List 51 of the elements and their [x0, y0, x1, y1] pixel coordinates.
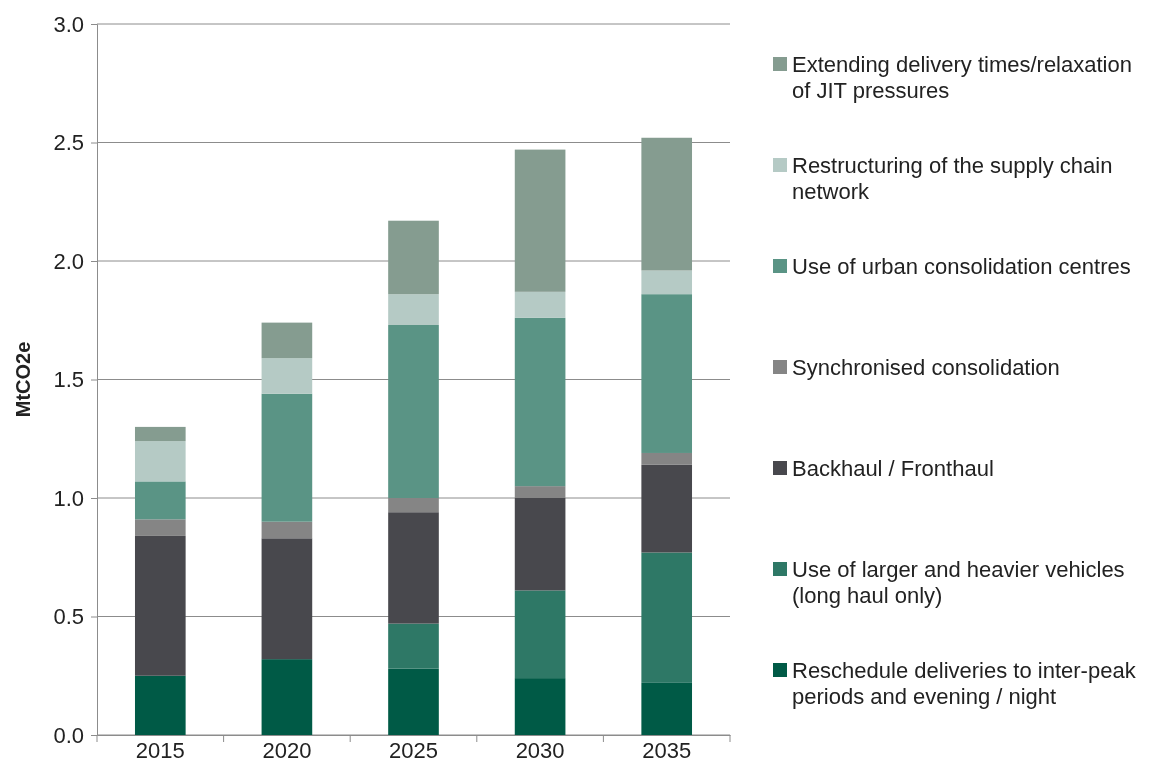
bar [388, 512, 439, 624]
bar [261, 659, 313, 735]
bar [134, 481, 186, 520]
y-tick-label: 1.5 [53, 367, 84, 393]
x-tick-label: 2035 [642, 737, 692, 763]
bar [261, 358, 313, 394]
x-tick-label: 2020 [262, 737, 312, 763]
y-tick-label: 3.0 [53, 11, 84, 37]
bar [641, 452, 693, 465]
bar [641, 270, 693, 295]
legend-label: Restructuring of the supply chain network [792, 153, 1113, 204]
bar [388, 220, 439, 295]
bar [641, 682, 693, 735]
bar [261, 322, 313, 359]
bar [514, 149, 566, 292]
bar [514, 291, 566, 318]
bar [388, 294, 439, 325]
bar [388, 324, 439, 498]
y-tick-label: 0.0 [53, 722, 84, 748]
bar [134, 441, 186, 482]
bar [641, 137, 693, 271]
y-tick-label: 2.0 [53, 248, 84, 274]
y-tick-label: 2.5 [53, 130, 84, 156]
x-tick-label: 2015 [135, 737, 185, 763]
x-tick-label: 2030 [515, 737, 565, 763]
bar [134, 519, 186, 536]
bar [641, 552, 693, 683]
bar [514, 678, 566, 735]
legend-label: Use of urban consolidation centres [792, 254, 1131, 279]
bar [261, 521, 313, 539]
x-tick-label: 2025 [389, 737, 438, 763]
y-tick-label: 1.0 [53, 485, 84, 511]
bar [514, 498, 566, 591]
legend-label: Use of larger and heavier vehicles (long haul only) [792, 557, 1125, 608]
bar [261, 393, 313, 522]
bar [134, 426, 186, 442]
bar [641, 294, 693, 453]
legend-label: Extending delivery times/relaxation of JIT pressures [792, 52, 1132, 103]
bar [134, 535, 186, 676]
legend-label: Synchronised consolidation [792, 355, 1060, 380]
legend-label: Backhaul / Fronthaul [792, 456, 994, 481]
y-tick-label: 0.5 [53, 604, 84, 630]
legend-label: Reschedule deliveries to inter-peak periods and evening / night [792, 658, 1137, 709]
bar [261, 538, 313, 660]
bar [388, 623, 439, 669]
bar [514, 590, 566, 679]
bar [641, 464, 693, 553]
y-axis-title: MtCO2e [12, 341, 34, 418]
bar [514, 317, 566, 487]
bar [134, 675, 186, 735]
bar [388, 668, 439, 735]
